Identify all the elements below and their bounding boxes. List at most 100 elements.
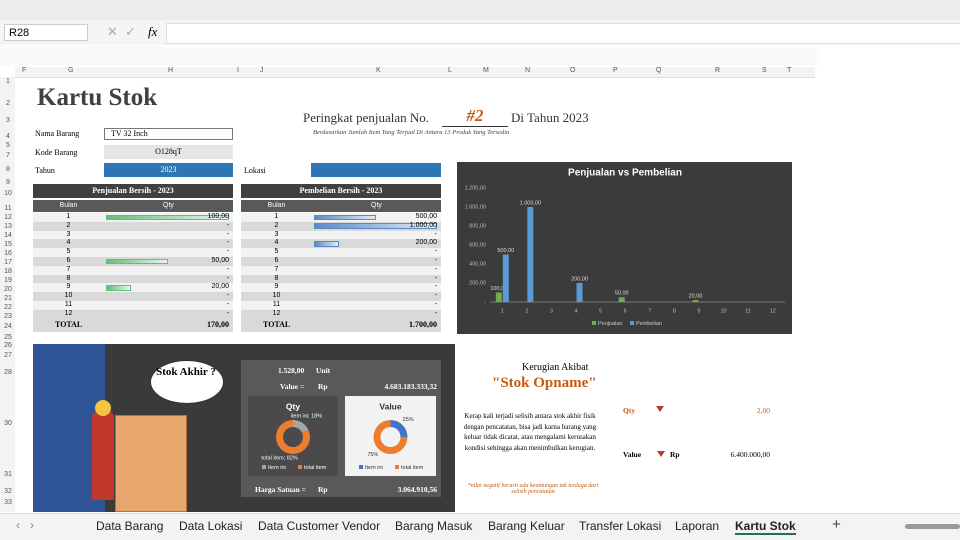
legend-swatch: [592, 321, 596, 325]
qty: -: [434, 257, 437, 264]
sheet-tab[interactable]: Kartu Stok: [735, 519, 796, 535]
ranking-rank: #2: [442, 106, 508, 127]
ranking-prefix: Peringkat penjualan No.: [303, 110, 429, 125]
donut-title: Qty: [286, 401, 300, 411]
donut-slice: [390, 420, 408, 437]
row-header: 12: [4, 214, 12, 221]
x-tick-label: 2: [525, 308, 528, 314]
name-box[interactable]: R28: [4, 24, 88, 41]
total-label: TOTAL: [263, 320, 291, 329]
x-tick-label: 12: [770, 308, 776, 314]
month: 7: [66, 265, 71, 273]
qty: -: [434, 292, 437, 300]
row-header: 23: [4, 313, 12, 320]
qty: -: [434, 301, 437, 308]
row-header: 27: [4, 352, 12, 359]
legend-label: Item ini: [268, 465, 286, 471]
bar: [618, 297, 625, 302]
donut-title: Value: [379, 401, 401, 411]
add-sheet[interactable]: +: [832, 516, 841, 533]
field-label: Tahun: [35, 166, 55, 175]
row-header: 17: [4, 259, 12, 266]
column-header: R: [715, 67, 721, 74]
row-header: 33: [4, 499, 12, 506]
nav-arrows: ‹ ›: [16, 518, 34, 532]
month: 12: [272, 309, 281, 317]
sheet-tab[interactable]: Data Customer Vendor: [258, 519, 381, 533]
currency: Rp: [318, 382, 328, 391]
sales-table-title: Penjualan Bersih - 2023: [33, 184, 233, 198]
data-label: 200,00: [571, 276, 588, 282]
arrow: [657, 451, 665, 457]
qty: 100,00: [207, 213, 229, 220]
row-header: 1: [6, 78, 10, 85]
qty: -: [226, 221, 229, 229]
x-tick-label: 10: [720, 308, 726, 314]
legend-label: Item ini: [365, 465, 383, 471]
y-tick-label: 800,00: [469, 223, 486, 229]
row-header: 13: [4, 223, 12, 230]
qty: -: [434, 248, 437, 256]
y-tick-label: 1.200,00: [465, 185, 486, 191]
column-header: P: [613, 67, 618, 74]
field-value[interactable]: [311, 163, 441, 177]
sheet-tab[interactable]: Data Barang: [96, 519, 164, 533]
row-header: 3: [6, 117, 10, 124]
sheet-tab[interactable]: Data Lokasi: [179, 519, 243, 533]
data-label: 100,00: [490, 286, 507, 292]
data-label: 50,00: [615, 291, 629, 297]
qty: 200,00: [415, 239, 437, 247]
month: 7: [274, 265, 279, 273]
qty: 50,00: [211, 257, 229, 264]
month: 11: [64, 301, 73, 308]
qty: -: [226, 265, 229, 273]
x-tick-label: 8: [673, 308, 676, 314]
table-row: [241, 230, 441, 240]
loss-value: 6.400.000,00: [730, 450, 770, 459]
x-tick-label: 6: [624, 308, 627, 314]
qty: -: [226, 248, 229, 256]
table-header: Bulan: [33, 200, 104, 212]
row-header: 5: [6, 142, 10, 149]
sheet-tab[interactable]: Barang Masuk: [395, 519, 473, 533]
sheet-tab[interactable]: Laporan: [675, 519, 720, 533]
qty-box: [248, 396, 338, 476]
loss-body: Kerap kali terjadi selisih antara stok a…: [463, 412, 597, 452]
row-header: 19: [4, 277, 12, 284]
row-header: 11: [4, 205, 12, 212]
row-header: 32: [4, 488, 12, 495]
ribbon-strip: [0, 0, 960, 20]
legend-swatch: [262, 465, 266, 469]
month: 1: [66, 213, 71, 220]
column-header: S: [762, 67, 767, 74]
data-bar: [106, 214, 229, 221]
field-value[interactable]: TV 32 Inch: [104, 128, 233, 140]
legend-label: total item: [304, 465, 327, 471]
formula-input[interactable]: [166, 23, 960, 44]
bar: [502, 254, 509, 302]
ranking-suffix: Di Tahun 2023: [511, 110, 589, 125]
column-header: F: [22, 67, 27, 74]
month: 2: [274, 221, 279, 229]
month: 12: [64, 309, 73, 317]
row-header: 30: [4, 420, 12, 427]
table-row: [33, 309, 233, 319]
field-label: Kode Barang: [35, 148, 78, 157]
y-tick-label: 600,00: [469, 242, 486, 248]
value-box: [345, 396, 436, 476]
row-header: 15: [4, 241, 12, 248]
sheet-tab[interactable]: Barang Keluar: [488, 519, 565, 533]
loss-title: "Stok Opname": [492, 375, 597, 391]
qty: 1.000,00: [409, 221, 437, 229]
row-header: 7: [6, 152, 10, 159]
loss-qty: 2,00: [756, 406, 770, 415]
row-header: 18: [4, 268, 12, 275]
total-row: [33, 318, 233, 332]
month: 10: [64, 292, 73, 300]
sheet-tab[interactable]: Transfer Lokasi: [579, 519, 662, 533]
row-header: 2: [6, 100, 10, 107]
x-tick-label: 1: [501, 308, 504, 314]
month: 2: [66, 221, 71, 229]
value-label: Value: [623, 450, 642, 459]
